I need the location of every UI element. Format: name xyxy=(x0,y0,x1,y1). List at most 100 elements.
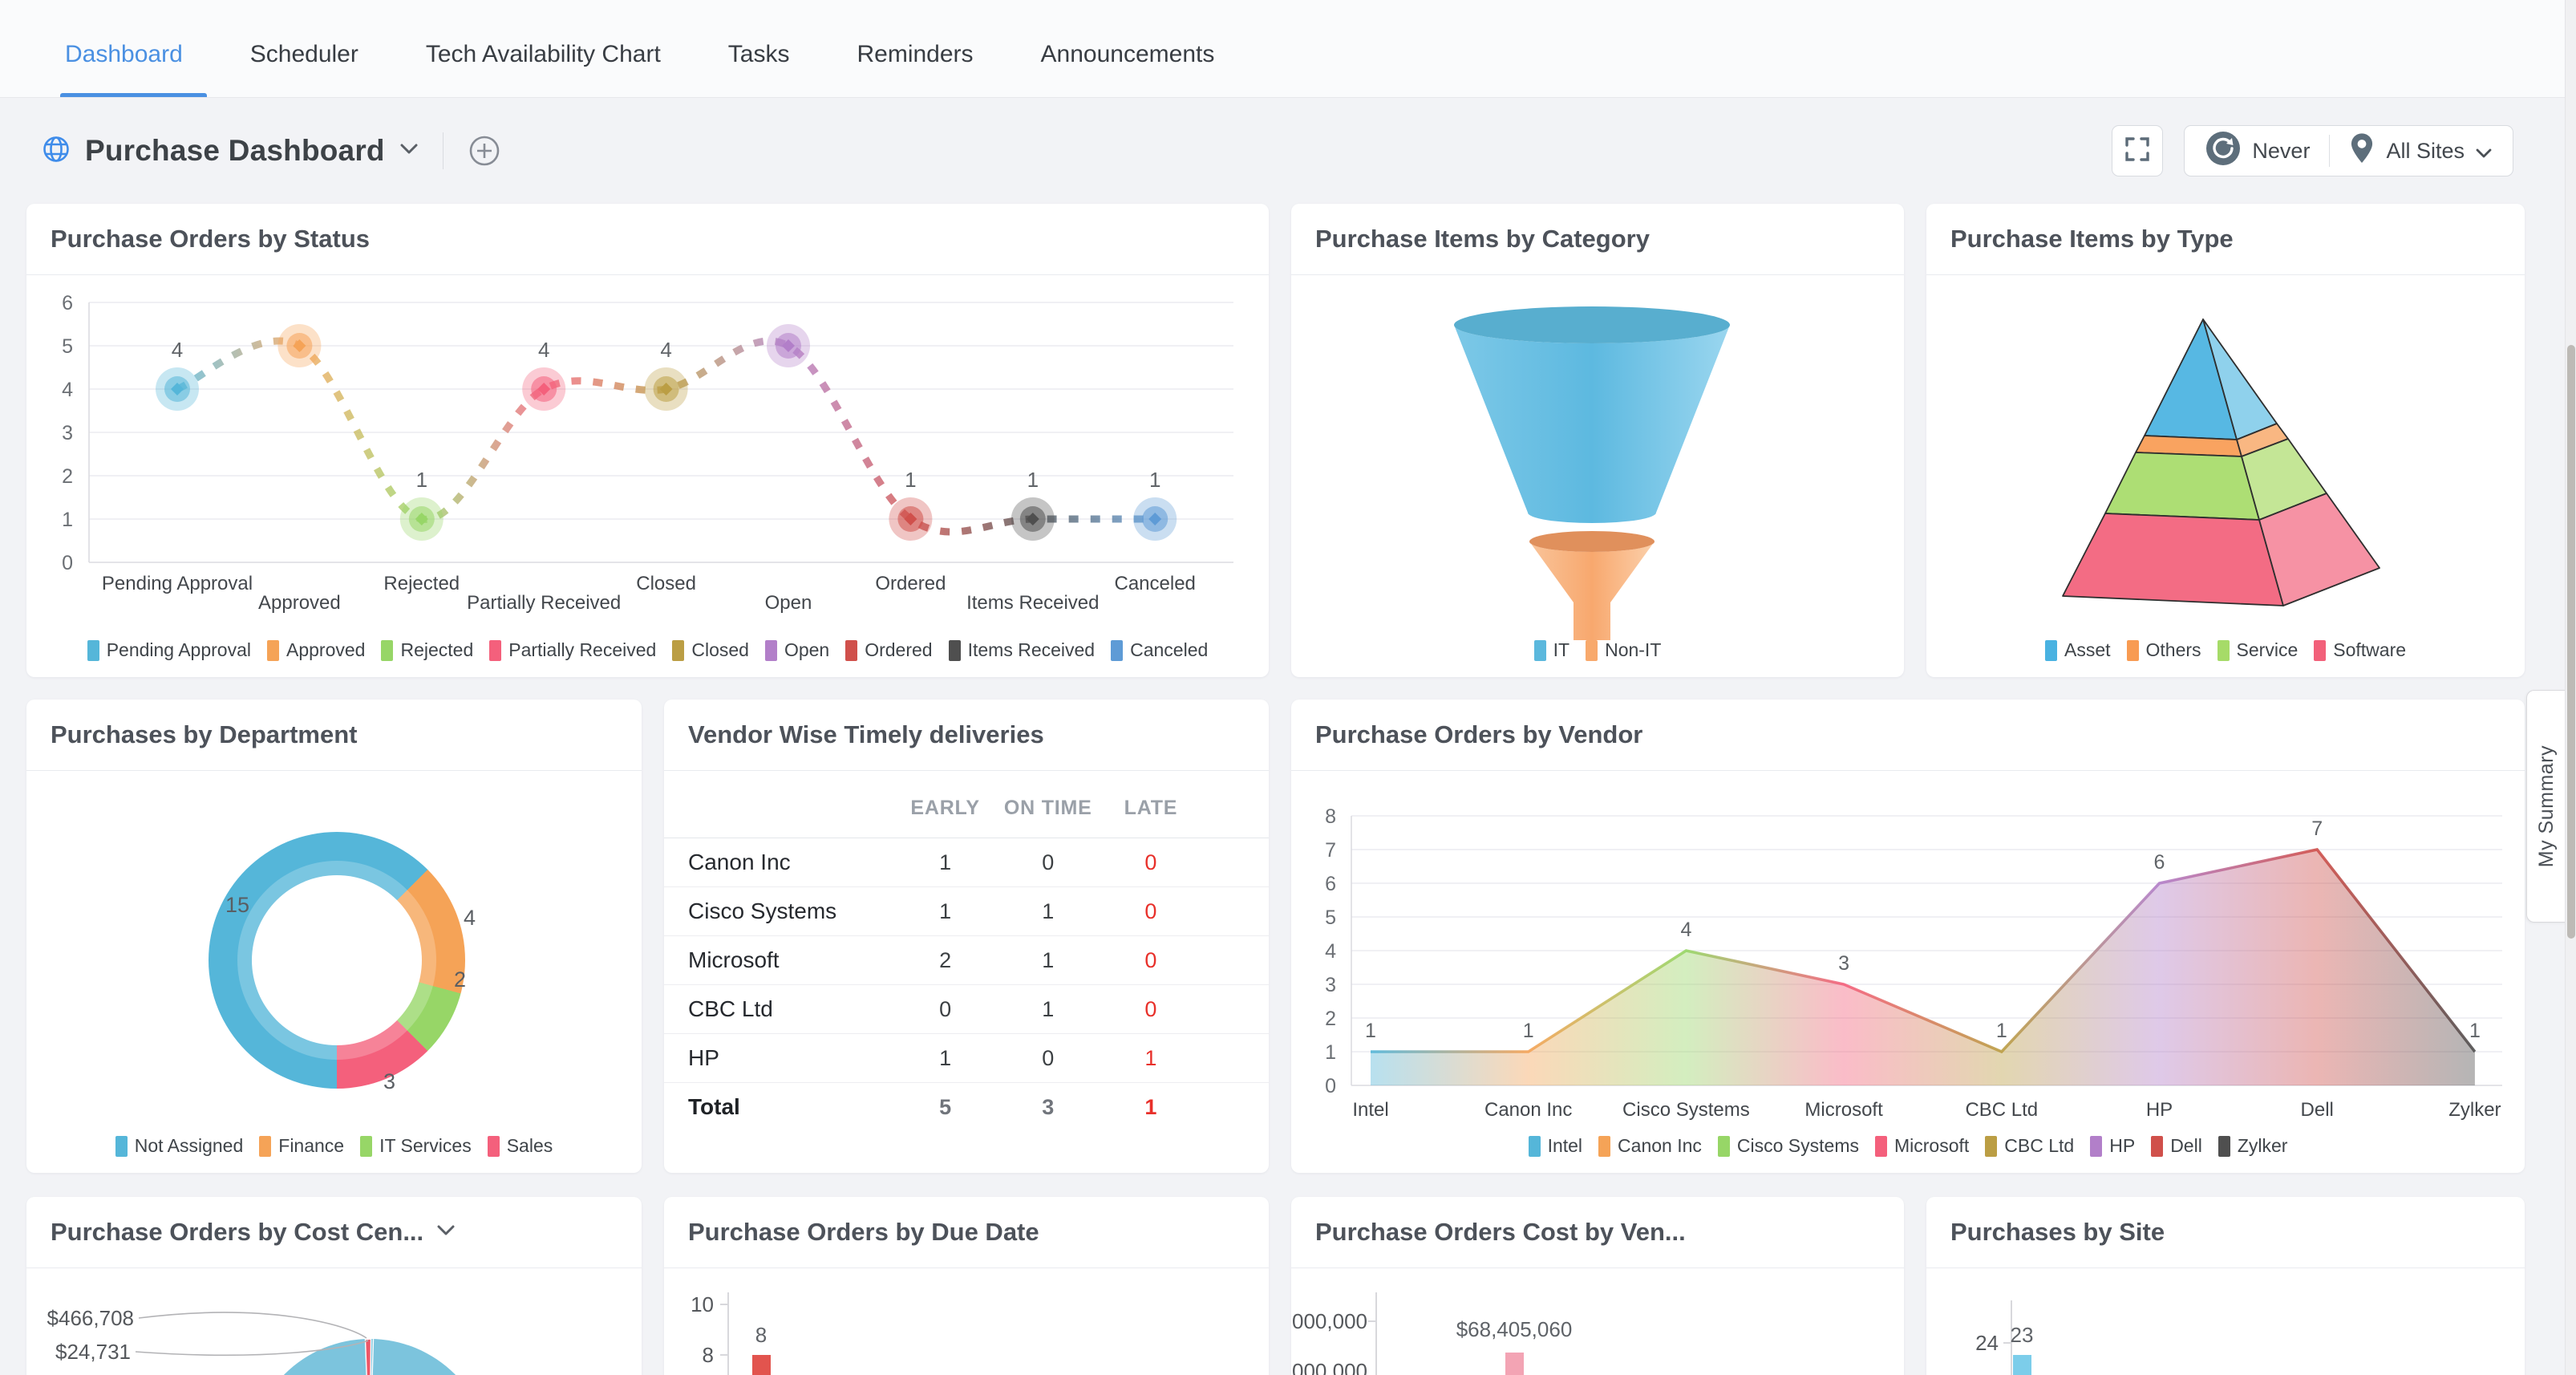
late-count: 1 xyxy=(1144,1094,1157,1119)
area-fill[interactable] xyxy=(1371,850,2475,1085)
tab-dashboard[interactable]: Dashboard xyxy=(60,41,207,97)
legend-item[interactable]: Finance xyxy=(259,1135,344,1157)
legend-item[interactable]: IT xyxy=(1533,639,1570,661)
legend-item[interactable]: Not Assigned xyxy=(115,1135,243,1157)
card-purchase-orders-by-due-date: Purchase Orders by Due Date 10 8 8 xyxy=(664,1197,1269,1375)
legend-label: Open xyxy=(784,639,830,660)
vendor-name: Microsoft xyxy=(664,935,894,985)
funnel-segment-non-it[interactable] xyxy=(1529,531,1655,651)
data-point[interactable] xyxy=(399,497,444,541)
data-point[interactable] xyxy=(1011,497,1055,541)
table-row: Canon Inc 1 0 0 xyxy=(664,838,1269,887)
on-time-count: 0 xyxy=(996,838,1100,887)
vertical-scrollbar-track[interactable] xyxy=(2565,0,2576,1375)
legend-item[interactable]: CBC Ltd xyxy=(1985,1135,2074,1157)
fullscreen-button[interactable] xyxy=(2112,125,2164,176)
legend-item[interactable]: Non-IT xyxy=(1586,639,1661,661)
table-row: Microsoft 2 1 0 xyxy=(664,935,1269,985)
legend-item[interactable]: Closed xyxy=(672,639,749,661)
legend-label: Zylker xyxy=(2237,1135,2288,1156)
data-point[interactable] xyxy=(644,367,688,411)
bar[interactable] xyxy=(2013,1355,2031,1375)
data-point[interactable] xyxy=(1133,497,1177,541)
pyramid-segment-software[interactable] xyxy=(2062,493,2380,606)
legend-label: Software xyxy=(2333,639,2407,660)
cost-vendor-bar-area: $80,000,000 $60,000,000 $68,405,060 xyxy=(1291,1268,1904,1375)
svg-text:4: 4 xyxy=(1680,919,1691,941)
svg-text:7: 7 xyxy=(1325,839,1336,862)
funnel-chart xyxy=(1454,306,1730,651)
svg-text:$80,000,000: $80,000,000 xyxy=(1291,1309,1367,1333)
pie-slice[interactable] xyxy=(364,1338,372,1375)
svg-text:1: 1 xyxy=(1325,1041,1336,1064)
data-point[interactable] xyxy=(156,367,199,411)
tab-scheduler[interactable]: Scheduler xyxy=(249,41,358,67)
card-purchase-orders-by-status: Purchase Orders by Status 0 1 2 3 4 5 6 4 1 4 4 1 1 1… xyxy=(26,204,1269,677)
svg-text:4: 4 xyxy=(538,338,549,362)
legend-item[interactable]: Ordered xyxy=(845,639,933,661)
card-title: Purchases by Department xyxy=(51,720,358,748)
add-dashboard-button[interactable] xyxy=(468,134,501,168)
legend-item[interactable]: Cisco Systems xyxy=(1717,1135,1859,1157)
donut-hole xyxy=(252,875,422,1045)
data-point[interactable] xyxy=(522,367,566,411)
tab-reminders[interactable]: Reminders xyxy=(857,41,974,67)
legend-item[interactable]: HP xyxy=(2090,1135,2135,1157)
site-filter-control[interactable]: All Sites xyxy=(2349,132,2492,170)
svg-text:5: 5 xyxy=(62,335,73,358)
legend-item[interactable]: IT Services xyxy=(360,1135,472,1157)
late-count: 0 xyxy=(1099,838,1203,887)
tab-tasks[interactable]: Tasks xyxy=(727,41,790,67)
legend-item[interactable]: Partially Received xyxy=(489,639,656,661)
svg-text:Dell: Dell xyxy=(2301,1099,2334,1121)
bar[interactable] xyxy=(1505,1353,1524,1375)
legend-item[interactable]: Canon Inc xyxy=(1598,1135,1702,1157)
legend-item[interactable]: Software xyxy=(2314,639,2406,661)
department-donut[interactable] xyxy=(209,832,465,1089)
legend-item[interactable]: Zylker xyxy=(2218,1135,2288,1157)
legend-label: IT xyxy=(1553,639,1570,660)
legend-label: Cisco Systems xyxy=(1736,1135,1859,1156)
funnel-segment-it[interactable] xyxy=(1454,306,1730,523)
legend-item[interactable]: Intel xyxy=(1528,1135,1582,1157)
legend-item[interactable]: Rejected xyxy=(381,639,473,661)
legend-swatch xyxy=(2044,639,2057,661)
data-point[interactable] xyxy=(767,324,810,367)
svg-text:6: 6 xyxy=(2154,851,2165,874)
legend-item[interactable]: Sales xyxy=(487,1135,553,1157)
legend-item[interactable]: Microsoft xyxy=(1875,1135,1969,1157)
pyramid-segment-service[interactable] xyxy=(2104,438,2327,521)
early-count: 5 xyxy=(939,1094,952,1119)
legend-item[interactable]: Dell xyxy=(2151,1135,2202,1157)
due-date-bar-area: 10 8 8 xyxy=(664,1268,1269,1375)
card-title: Purchase Items by Category xyxy=(1315,225,1650,253)
legend-item[interactable]: Items Received xyxy=(948,639,1095,661)
site-bar-chart: 24 23 xyxy=(1975,1300,2033,1375)
dashboard-switcher-chevron-icon[interactable] xyxy=(399,144,419,159)
my-summary-tab[interactable]: My Summary xyxy=(2526,690,2566,923)
legend-swatch xyxy=(1985,1135,1998,1157)
svg-text:4: 4 xyxy=(660,338,671,362)
legend-item[interactable]: Others xyxy=(2126,639,2201,661)
legend-swatch xyxy=(2314,639,2327,661)
svg-text:4: 4 xyxy=(1325,940,1336,963)
tab-announcements[interactable]: Announcements xyxy=(1040,41,1215,67)
data-point[interactable] xyxy=(889,497,933,541)
data-point[interactable] xyxy=(277,324,322,367)
legend-item[interactable]: Pending Approval xyxy=(87,639,251,661)
chevron-down-icon[interactable] xyxy=(436,1225,456,1240)
card-title: Purchase Orders by Cost Cen... xyxy=(51,1218,424,1246)
bar[interactable] xyxy=(752,1355,771,1375)
legend-item[interactable]: Service xyxy=(2217,639,2298,661)
legend-label: Microsoft xyxy=(1894,1135,1970,1156)
pyramid-segment-asset[interactable] xyxy=(2144,318,2278,440)
legend-item[interactable]: Canceled xyxy=(1111,639,1208,661)
vertical-scrollbar-thumb[interactable] xyxy=(2567,345,2575,939)
pyramid-segment-others[interactable] xyxy=(2135,423,2289,457)
refresh-control[interactable]: Never xyxy=(2205,131,2310,172)
legend-item[interactable]: Open xyxy=(764,639,830,661)
tab-tech-availability-chart[interactable]: Tech Availability Chart xyxy=(425,41,661,67)
legend-item[interactable]: Approved xyxy=(267,639,365,661)
legend-item[interactable]: Asset xyxy=(2044,639,2111,661)
status-chart-area: 0 1 2 3 4 5 6 4 1 4 4 1 1 1 Pending Approval Approved Re… xyxy=(26,275,1269,677)
